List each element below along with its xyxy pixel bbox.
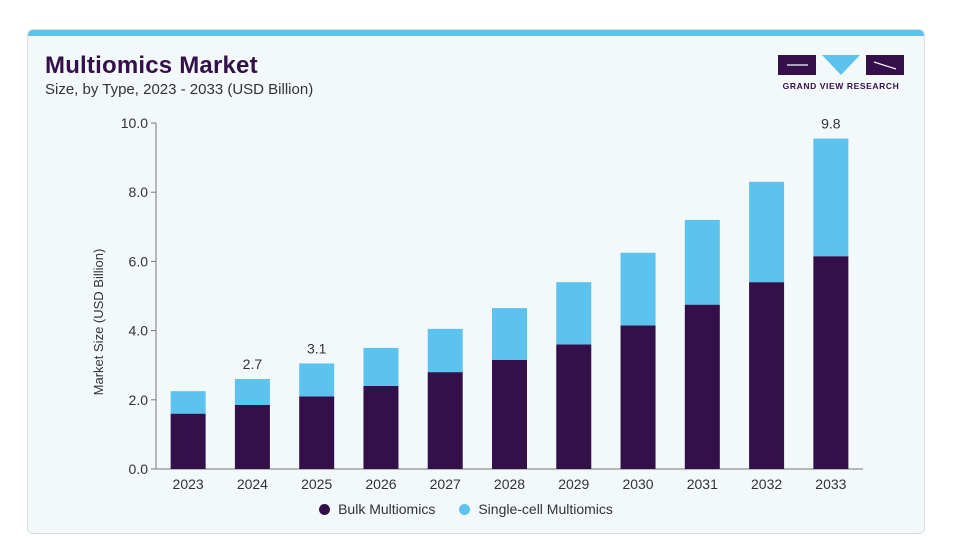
legend-label-single-cell: Single-cell Multiomics <box>478 501 613 517</box>
x-tick-label: 2028 <box>494 476 525 492</box>
legend-swatch-single-cell <box>459 503 471 515</box>
x-tick-label: 2026 <box>365 476 396 492</box>
bar-single-cell-2024 <box>234 379 270 405</box>
y-tick-label: 4.0 <box>129 323 149 339</box>
stacked-bar-chart: Market Size (USD Billion) 0.0 2.0 4.0 6.0 8.… <box>91 115 863 492</box>
chart-title: Multiomics Market <box>45 52 258 79</box>
bar-bulk-2027 <box>427 372 463 469</box>
bar-bulk-2025 <box>299 396 335 469</box>
legend-item-single-cell: Single-cell Multiomics <box>459 501 613 517</box>
bar-bulk-2029 <box>556 344 592 469</box>
chart-card: Multiomics Market Size, by Type, 2023 - … <box>27 29 925 534</box>
data-label-2025: 3.1 <box>307 340 327 356</box>
data-label-2024: 2.7 <box>243 356 263 372</box>
bar-single-cell-2026 <box>363 347 399 386</box>
bar-single-cell-2029 <box>556 282 592 345</box>
bar-bulk-2033 <box>813 256 849 469</box>
y-tick-label: 6.0 <box>129 253 149 269</box>
bar-bulk-2026 <box>363 385 399 469</box>
bar-bulk-2024 <box>234 404 270 469</box>
x-tick-label: 2024 <box>237 476 268 492</box>
y-tick-label: 10.0 <box>121 115 148 131</box>
accent-bar <box>28 30 924 36</box>
x-tick-label: 2030 <box>622 476 653 492</box>
bar-bulk-2032 <box>749 282 785 469</box>
x-tick-label: 2029 <box>558 476 589 492</box>
x-tick-label: 2023 <box>173 476 204 492</box>
x-tick-label: 2027 <box>430 476 461 492</box>
bar-bulk-2028 <box>492 360 527 469</box>
x-tick-label: 2033 <box>815 476 846 492</box>
y-axis-label: Market Size (USD Billion) <box>91 249 106 396</box>
bar-single-cell-2028 <box>492 308 527 361</box>
bar-single-cell-2027 <box>427 328 463 373</box>
legend-item-bulk: Bulk Multiomics <box>319 501 435 517</box>
bar-single-cell-2032 <box>749 181 785 283</box>
bar-bulk-2030 <box>620 325 656 469</box>
bar-single-cell-2030 <box>620 252 656 326</box>
bar-bulk-2023 <box>170 413 206 469</box>
logo-mark-icon <box>778 55 904 75</box>
chart-subtitle: Size, by Type, 2023 - 2033 (USD Billion) <box>45 81 314 98</box>
legend-swatch-bulk <box>319 503 331 515</box>
logo-text: GRAND VIEW RESEARCH <box>782 81 900 91</box>
y-tick-label: 0.0 <box>129 461 149 477</box>
chart-legend: Bulk Multiomics Single-cell Multiomics <box>28 501 924 517</box>
grand-view-research-logo: GRAND VIEW RESEARCH <box>778 53 904 93</box>
data-label-2033: 9.8 <box>821 116 841 132</box>
bar-single-cell-2031 <box>684 219 720 305</box>
x-tick-label: 2025 <box>301 476 332 492</box>
bar-single-cell-2033 <box>813 138 849 257</box>
legend-label-bulk: Bulk Multiomics <box>338 501 436 517</box>
bar-bulk-2031 <box>684 304 720 469</box>
bar-single-cell-2023 <box>170 391 206 414</box>
x-tick-label: 2031 <box>687 476 718 492</box>
x-tick-label: 2032 <box>751 476 782 492</box>
y-tick-label: 2.0 <box>129 392 149 408</box>
bar-single-cell-2025 <box>299 363 335 397</box>
y-tick-label: 8.0 <box>129 184 149 200</box>
